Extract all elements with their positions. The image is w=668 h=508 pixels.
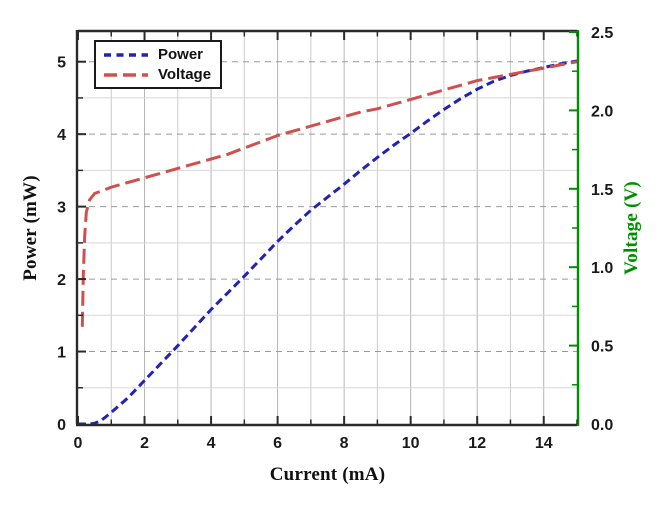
x-axis-title: Current (mA) (269, 464, 386, 485)
gridlines (78, 32, 577, 424)
legend-entry-voltage: Voltage (103, 65, 211, 84)
legend-label-power: Power (158, 46, 204, 63)
y-right-tick-label: 1.5 (591, 182, 613, 199)
y-left-tick-label: 5 (57, 55, 66, 72)
x-tick-label: 4 (207, 435, 216, 452)
x-tick-label: 2 (140, 435, 149, 452)
x-tick-label: 0 (74, 435, 83, 452)
y-left-tick-label: 4 (57, 127, 66, 144)
axis-ticks (77, 31, 578, 424)
axis-spines (75, 29, 580, 427)
y-left-tick-label: 1 (57, 345, 66, 362)
power-curve (78, 59, 578, 426)
x-tick-label: 14 (535, 435, 553, 452)
right-axis-title: Voltage (V) (621, 181, 642, 275)
y-right-tick-label: 1.0 (591, 260, 613, 277)
x-tick-label: 6 (273, 435, 282, 452)
y-left-tick-label: 0 (57, 417, 66, 434)
x-tick-label: 10 (402, 435, 420, 452)
voltage-curve (80, 60, 578, 327)
y-left-tick-label: 3 (57, 200, 66, 217)
legend-entry-power: Power (103, 45, 211, 64)
y-left-tick-label: 2 (57, 272, 66, 289)
x-tick-label: 8 (340, 435, 349, 452)
power-line-sample-icon (104, 52, 148, 57)
y-right-tick-label: 0.0 (591, 417, 613, 434)
left-axis-title: Power (mW) (20, 175, 41, 281)
legend: Power Voltage (94, 40, 223, 89)
x-tick-label: 12 (468, 435, 486, 452)
curves (78, 59, 578, 426)
voltage-line-sample-icon (104, 72, 148, 77)
y-right-tick-label: 2.5 (591, 25, 613, 42)
y-right-tick-label: 2.0 (591, 103, 613, 120)
legend-label-voltage: Voltage (158, 66, 212, 83)
y-right-tick-label: 0.5 (591, 339, 613, 356)
